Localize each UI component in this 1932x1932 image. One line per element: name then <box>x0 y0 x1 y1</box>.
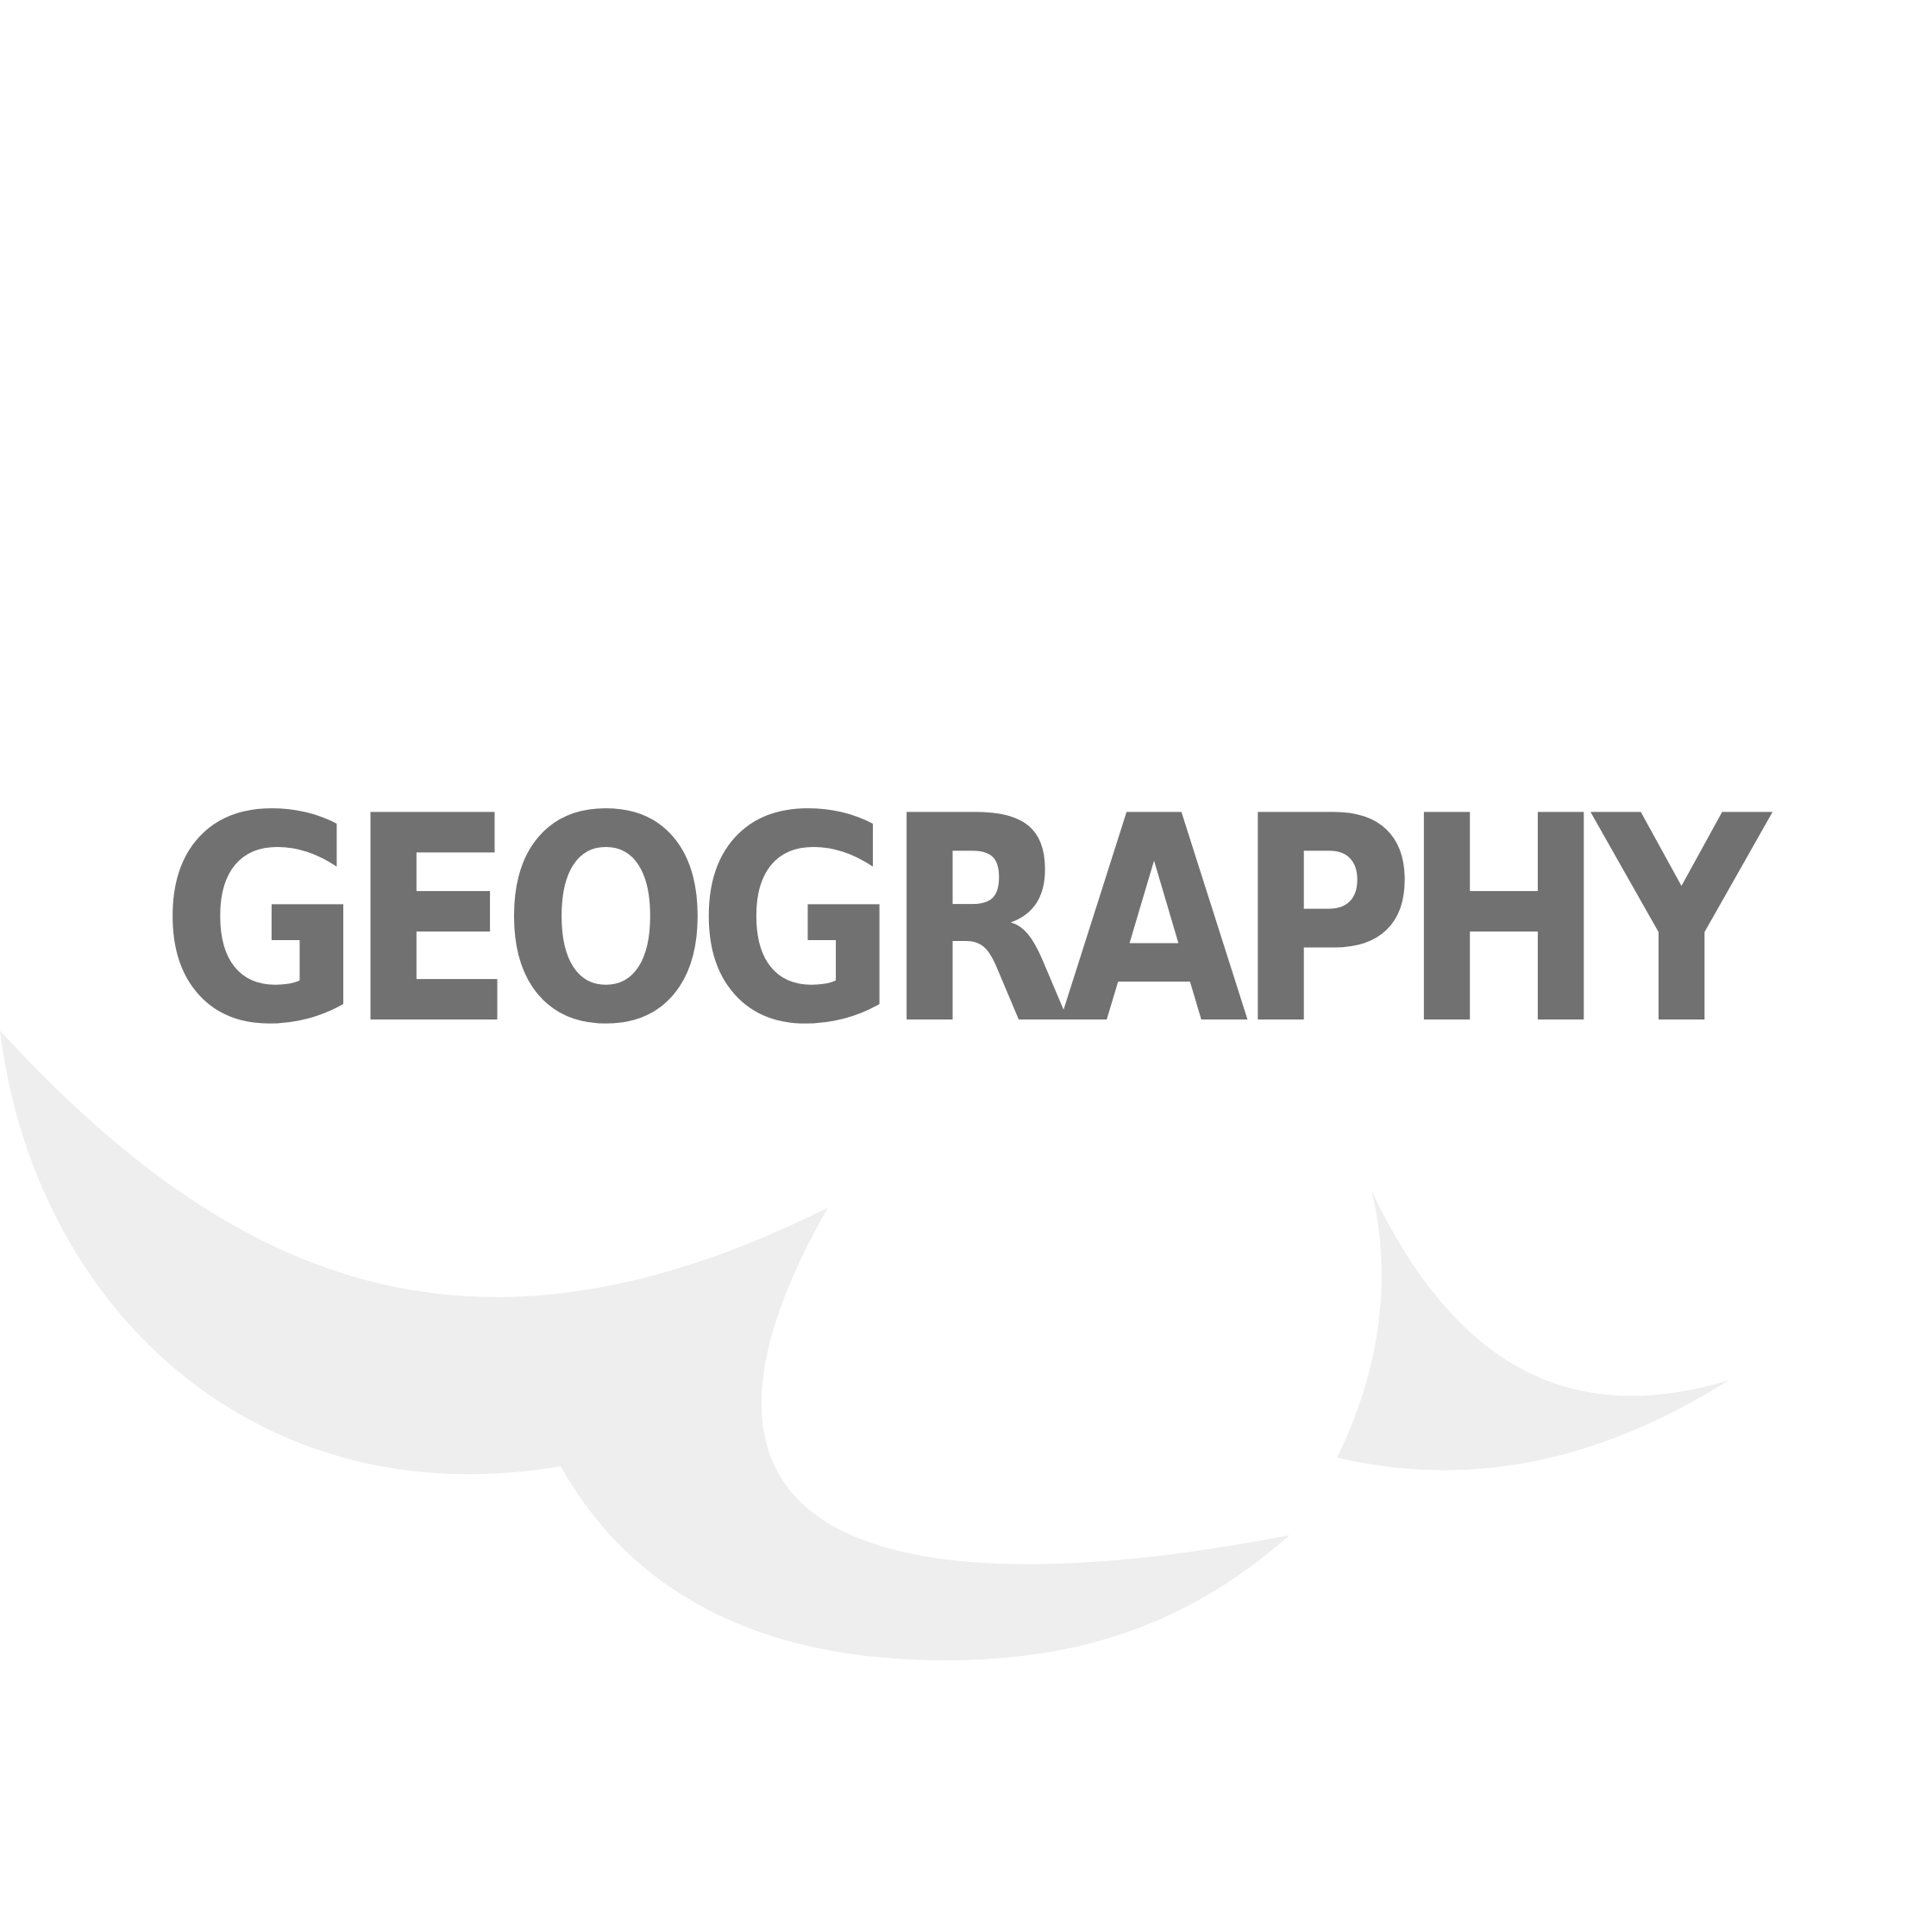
page-title: GEOGRAPHY <box>160 756 1770 1087</box>
